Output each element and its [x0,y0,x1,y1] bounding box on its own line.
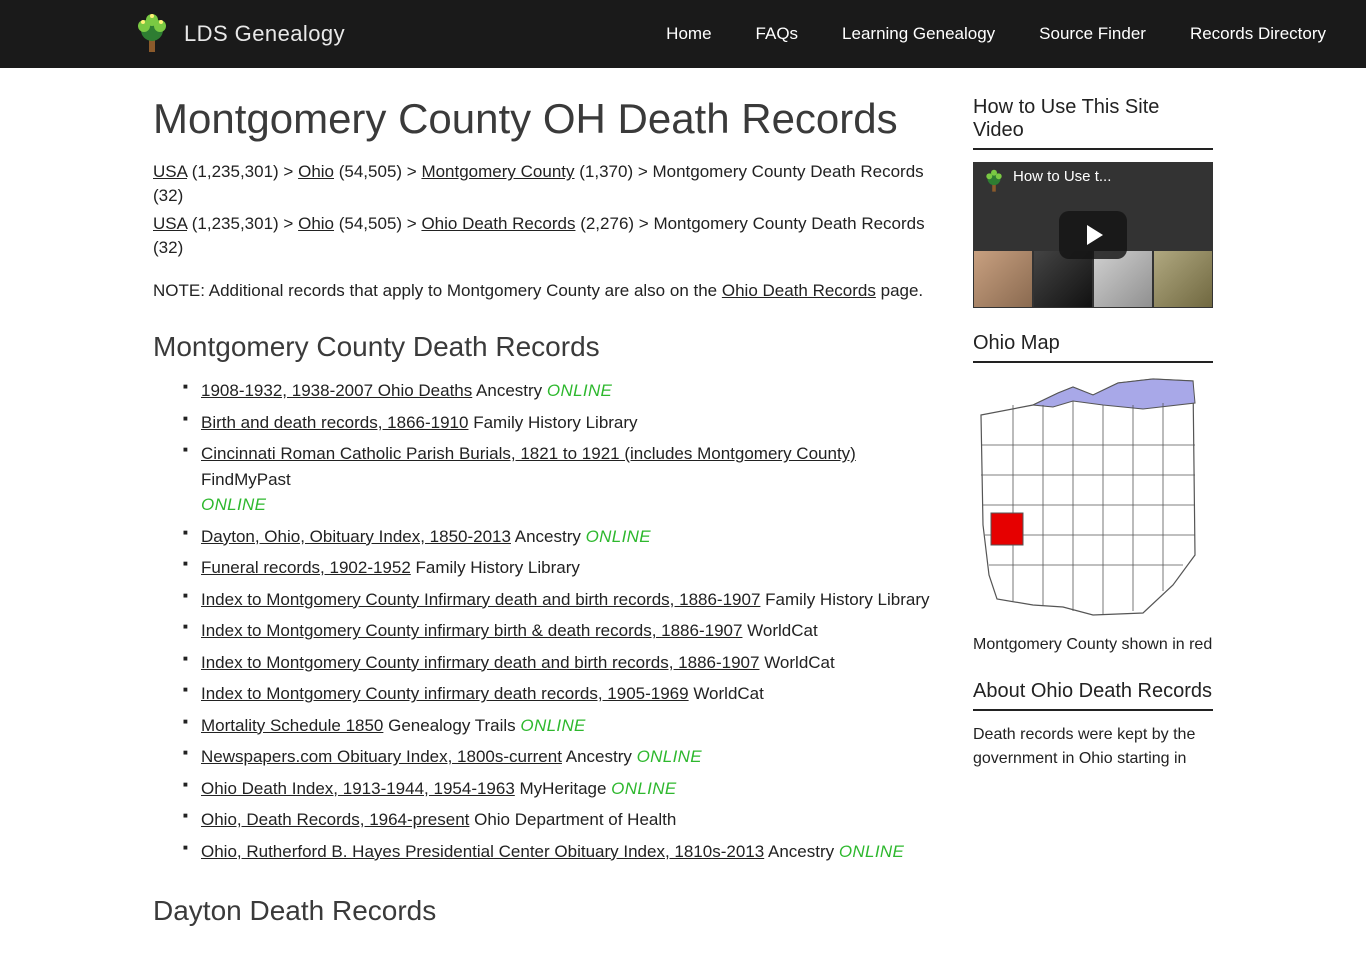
record-link[interactable]: 1908-1932, 1938-2007 Ohio Deaths [201,381,472,400]
site-logo[interactable]: LDS Genealogy [130,12,345,56]
online-badge: ONLINE [586,527,651,546]
record-link[interactable]: Ohio, Death Records, 1964-present [201,810,469,829]
record-source: MyHeritage [515,779,611,798]
online-badge: ONLINE [611,779,676,798]
record-link[interactable]: Mortality Schedule 1850 [201,716,383,735]
nav-home[interactable]: Home [666,24,711,44]
record-link[interactable]: Index to Montgomery County infirmary bir… [201,621,742,640]
crumb-ohio-2[interactable]: Ohio [298,214,334,233]
record-source: FindMyPast [201,470,291,489]
about-text: Death records were kept by the governmen… [973,723,1213,771]
online-badge: ONLINE [201,495,266,514]
record-source: WorldCat [759,653,834,672]
record-source: WorldCat [742,621,817,640]
crumb-county[interactable]: Montgomery County [421,162,574,181]
record-item: Funeral records, 1902-1952 Family Histor… [183,552,933,584]
records-heading-2: Dayton Death Records [153,895,933,927]
crumb-ohio[interactable]: Ohio [298,162,334,181]
record-link[interactable]: Ohio, Rutherford B. Hayes Presidential C… [201,842,764,861]
record-item: Cincinnati Roman Catholic Parish Burials… [183,438,933,521]
record-source: Ohio Department of Health [469,810,676,829]
nav-directory[interactable]: Records Directory [1190,24,1326,44]
nav-finder[interactable]: Source Finder [1039,24,1146,44]
breadcrumb-category: USA (1,235,301) > Ohio (54,505) > Ohio D… [153,212,933,260]
record-item: Ohio, Death Records, 1964-present Ohio D… [183,804,933,836]
record-link[interactable]: Dayton, Ohio, Obituary Index, 1850-2013 [201,527,511,546]
record-item: Index to Montgomery County infirmary bir… [183,615,933,647]
record-item: Index to Montgomery County infirmary dea… [183,678,933,710]
record-source: WorldCat [689,684,764,703]
video-heading: How to Use This Site Video [973,96,1213,150]
record-source: Ancestry [511,527,586,546]
record-source: Family History Library [760,590,929,609]
breadcrumb-location: USA (1,235,301) > Ohio (54,505) > Montgo… [153,160,933,208]
online-badge: ONLINE [520,716,585,735]
record-link[interactable]: Index to Montgomery County infirmary dea… [201,653,759,672]
records-list: 1908-1932, 1938-2007 Ohio Deaths Ancestr… [183,375,933,867]
main-content: Montgomery County OH Death Records USA (… [153,96,933,939]
record-item: Index to Montgomery County Infirmary dea… [183,584,933,616]
crumb-usa[interactable]: USA [153,162,187,181]
ohio-map [973,375,1203,621]
nav-learning[interactable]: Learning Genealogy [842,24,995,44]
record-link[interactable]: Birth and death records, 1866-1910 [201,413,468,432]
video-title: How to Use t... [1013,168,1111,185]
video-embed[interactable]: How to Use t... [973,162,1213,308]
montgomery-county-highlight [991,513,1023,545]
online-badge: ONLINE [547,381,612,400]
record-link[interactable]: Newspapers.com Obituary Index, 1800s-cur… [201,747,562,766]
record-item: Birth and death records, 1866-1910 Famil… [183,407,933,439]
main-nav: Home FAQs Learning Genealogy Source Find… [666,24,1326,44]
record-item: Mortality Schedule 1850 Genealogy Trails… [183,710,933,742]
play-icon [1059,211,1127,259]
top-nav-bar: LDS Genealogy Home FAQs Learning Genealo… [0,0,1366,68]
tree-icon [130,12,174,56]
page-title: Montgomery County OH Death Records [153,96,933,142]
online-badge: ONLINE [839,842,904,861]
record-item: Dayton, Ohio, Obituary Index, 1850-2013 … [183,521,933,553]
note-paragraph: NOTE: Additional records that apply to M… [153,279,933,303]
site-name: LDS Genealogy [184,21,345,47]
record-link[interactable]: Funeral records, 1902-1952 [201,558,411,577]
crumb-usa-2[interactable]: USA [153,214,187,233]
note-link[interactable]: Ohio Death Records [722,281,876,300]
record-link[interactable]: Ohio Death Index, 1913-1944, 1954-1963 [201,779,515,798]
video-logo-icon [981,168,1007,194]
record-item: Index to Montgomery County infirmary dea… [183,647,933,679]
record-item: Ohio Death Index, 1913-1944, 1954-1963 M… [183,773,933,805]
record-link[interactable]: Index to Montgomery County infirmary dea… [201,684,689,703]
record-link[interactable]: Cincinnati Roman Catholic Parish Burials… [201,444,856,463]
records-heading: Montgomery County Death Records [153,331,933,363]
record-item: Ohio, Rutherford B. Hayes Presidential C… [183,836,933,868]
about-heading: About Ohio Death Records [973,680,1213,711]
crumb-ohio-death[interactable]: Ohio Death Records [421,214,575,233]
sidebar: How to Use This Site Video How to Use t.… [973,96,1213,939]
record-item: 1908-1932, 1938-2007 Ohio Deaths Ancestr… [183,375,933,407]
record-source: Ancestry [562,747,637,766]
record-source: Ancestry [764,842,839,861]
record-link[interactable]: Index to Montgomery County Infirmary dea… [201,590,760,609]
record-source: Family History Library [411,558,580,577]
record-source: Genealogy Trails [383,716,520,735]
record-source: Family History Library [468,413,637,432]
map-heading: Ohio Map [973,332,1213,363]
record-source: Ancestry [472,381,547,400]
online-badge: ONLINE [637,747,702,766]
nav-faqs[interactable]: FAQs [756,24,799,44]
map-caption: Montgomery County shown in red [973,634,1213,656]
